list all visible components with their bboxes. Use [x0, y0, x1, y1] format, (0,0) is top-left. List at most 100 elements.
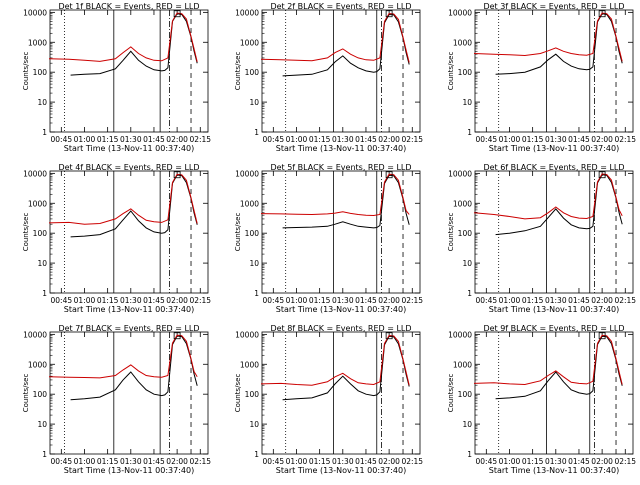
- y-tick-label: 1: [254, 128, 259, 137]
- x-tick-label: 01:45: [143, 457, 165, 466]
- plot-frame: [474, 9, 634, 133]
- y-tick-label: 10: [462, 259, 472, 268]
- y-tick-label: 10: [249, 420, 259, 429]
- panel-title: Det 2f BLACK = Events, RED = LLD: [270, 2, 411, 11]
- y-tick-label: 1: [254, 289, 259, 298]
- x-tick-label: 01:45: [355, 296, 377, 305]
- plot-frame: [49, 170, 209, 294]
- x-tick-label: 01:00: [286, 457, 308, 466]
- peak-marker-box: [385, 10, 393, 18]
- panel-title: Det 6f BLACK = Events, RED = LLD: [483, 163, 624, 172]
- series-lld-line: [48, 334, 198, 379]
- x-tick-label: 01:30: [545, 457, 567, 466]
- x-tick-label: 01:30: [120, 296, 142, 305]
- y-tick-label: 100: [458, 390, 473, 399]
- y-tick-label: 10000: [235, 169, 259, 178]
- y-axis-label: Counts/sec: [22, 374, 30, 413]
- x-tick-label: 01:00: [286, 135, 308, 144]
- y-tick-label: 10000: [448, 8, 472, 17]
- y-tick-label: 1000: [240, 38, 259, 47]
- x-axis-label: Start Time (13-Nov-11 00:37:40): [489, 305, 619, 314]
- x-tick-label: 00:45: [51, 457, 73, 466]
- y-tick-label: 1000: [453, 199, 472, 208]
- detector-panel-1: Det 1f BLACK = Events, RED = LLD 1 10 100 10…: [22, 2, 211, 153]
- y-tick-label: 10: [462, 98, 472, 107]
- panel-title: Det 8f BLACK = Events, RED = LLD: [270, 324, 411, 333]
- y-tick-label: 1000: [28, 38, 47, 47]
- plot-frame: [261, 331, 421, 455]
- detector-panel-9: Det 9f BLACK = Events, RED = LLD 1 10 100 10…: [447, 324, 636, 475]
- plot-frame: [261, 9, 421, 133]
- series-lld-line: [260, 334, 410, 386]
- x-tick-label: 02:00: [378, 135, 400, 144]
- y-tick-label: 10000: [23, 330, 47, 339]
- y-tick-label: 1: [42, 128, 47, 137]
- x-tick-label: 01:30: [545, 296, 567, 305]
- detector-panel-5: Det 5f BLACK = Events, RED = LLD 1 10 100 10…: [234, 163, 423, 314]
- x-axis-label: Start Time (13-Nov-11 00:37:40): [489, 144, 619, 153]
- x-tick-label: 01:00: [74, 457, 96, 466]
- y-tick-label: 100: [33, 390, 48, 399]
- plot-frame: [474, 170, 634, 294]
- panel-title: Det 5f BLACK = Events, RED = LLD: [270, 163, 411, 172]
- y-tick-label: 100: [245, 390, 260, 399]
- panel-title: Det 3f BLACK = Events, RED = LLD: [483, 2, 624, 11]
- y-tick-label: 100: [458, 229, 473, 238]
- x-axis-label: Start Time (13-Nov-11 00:37:40): [64, 144, 194, 153]
- x-tick-label: 01:45: [355, 457, 377, 466]
- y-tick-label: 1000: [240, 199, 259, 208]
- y-tick-label: 10000: [235, 330, 259, 339]
- x-tick-label: 01:45: [568, 296, 590, 305]
- series-events-line: [282, 174, 410, 229]
- y-tick-label: 10: [37, 420, 47, 429]
- detector-panel-2: Det 2f BLACK = Events, RED = LLD 1 10 100 10…: [234, 2, 423, 153]
- y-tick-label: 1000: [453, 38, 472, 47]
- peak-marker-box: [598, 171, 606, 179]
- x-tick-label: 01:30: [545, 135, 567, 144]
- x-tick-label: 00:45: [476, 296, 498, 305]
- x-tick-label: 02:15: [614, 296, 636, 305]
- x-tick-label: 01:00: [74, 135, 96, 144]
- x-tick-label: 01:30: [332, 135, 354, 144]
- y-tick-label: 1: [42, 289, 47, 298]
- x-tick-label: 01:45: [568, 457, 590, 466]
- y-tick-label: 1000: [28, 360, 47, 369]
- x-tick-label: 02:00: [166, 135, 188, 144]
- x-tick-label: 02:00: [378, 457, 400, 466]
- y-axis-label: Counts/sec: [447, 374, 455, 413]
- detector-panel-8: Det 8f BLACK = Events, RED = LLD 1 10 100 10…: [234, 324, 423, 475]
- y-axis-label: Counts/sec: [22, 213, 30, 252]
- y-tick-label: 100: [245, 68, 260, 77]
- y-tick-label: 1: [42, 450, 47, 459]
- x-tick-label: 02:15: [189, 457, 211, 466]
- peak-marker-box: [598, 332, 606, 340]
- y-tick-label: 1000: [28, 199, 47, 208]
- peak-marker-box: [385, 171, 393, 179]
- x-tick-label: 00:45: [263, 296, 285, 305]
- x-axis-label: Start Time (13-Nov-11 00:37:40): [489, 466, 619, 475]
- x-tick-label: 01:00: [499, 457, 521, 466]
- peak-marker-box: [385, 332, 393, 340]
- x-tick-label: 02:00: [591, 296, 613, 305]
- series-events-line: [495, 174, 623, 236]
- x-tick-label: 01:45: [143, 296, 165, 305]
- x-axis-label: Start Time (13-Nov-11 00:37:40): [64, 466, 194, 475]
- series-lld-line: [48, 12, 198, 63]
- x-axis-label: Start Time (13-Nov-11 00:37:40): [64, 305, 194, 314]
- peak-marker-box: [173, 10, 181, 18]
- y-axis-label: Counts/sec: [447, 52, 455, 91]
- y-axis-label: Counts/sec: [234, 52, 242, 91]
- x-tick-label: 02:15: [614, 457, 636, 466]
- y-tick-label: 100: [33, 68, 48, 77]
- panel-title: Det 1f BLACK = Events, RED = LLD: [58, 2, 199, 11]
- y-tick-label: 100: [245, 229, 260, 238]
- x-tick-label: 01:00: [499, 135, 521, 144]
- x-tick-label: 01:45: [355, 135, 377, 144]
- y-tick-label: 100: [458, 68, 473, 77]
- y-tick-label: 1000: [453, 360, 472, 369]
- y-tick-label: 10000: [448, 330, 472, 339]
- series-lld-line: [473, 12, 623, 62]
- y-tick-label: 1000: [240, 360, 259, 369]
- peak-marker-box: [598, 10, 606, 18]
